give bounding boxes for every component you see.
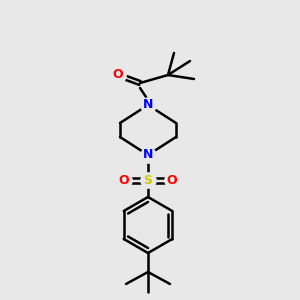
Text: N: N bbox=[143, 148, 153, 161]
Text: S: S bbox=[143, 173, 152, 187]
Text: N: N bbox=[143, 98, 153, 112]
Text: O: O bbox=[167, 173, 177, 187]
Text: O: O bbox=[119, 173, 129, 187]
Text: O: O bbox=[113, 68, 123, 82]
